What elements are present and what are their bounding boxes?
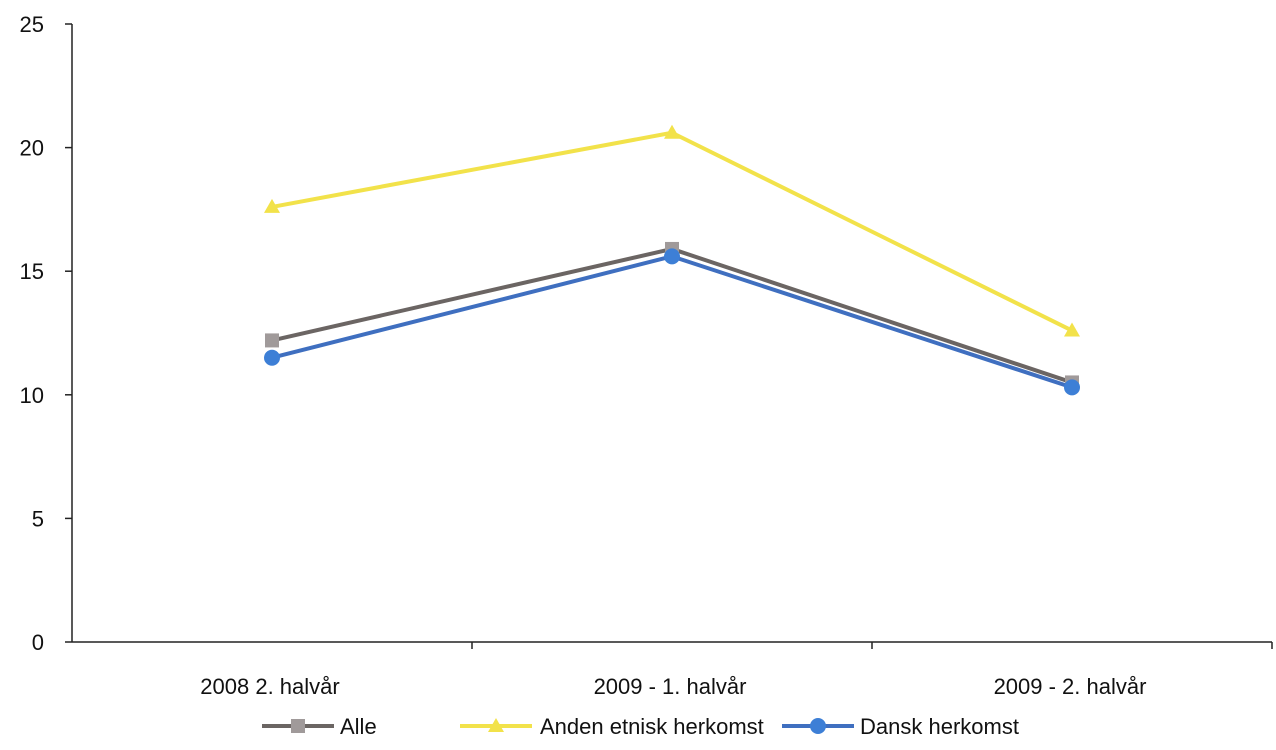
series-line <box>271 130 1073 333</box>
legend-item: Alle <box>262 714 377 739</box>
x-tick-label: 2009 - 1. halvår <box>594 674 747 699</box>
y-tick-label: 20 <box>20 136 44 161</box>
legend-label: Anden etnisk herkomst <box>540 714 764 739</box>
legend: Alle Anden etnisk herkomst Dansk herkomst <box>262 714 1019 739</box>
series-line <box>271 254 1073 390</box>
data-point <box>1064 322 1080 337</box>
legend-label: Alle <box>340 714 377 739</box>
legend-marker <box>810 718 826 734</box>
y-tick-label: 15 <box>20 259 44 284</box>
x-ticks: 2008 2. halvår 2009 - 1. halvår 2009 - 2. … <box>200 642 1273 699</box>
legend-marker <box>291 719 305 733</box>
legend-item: Anden etnisk herkomst <box>460 714 764 739</box>
data-point <box>265 333 279 348</box>
y-tick-label: 10 <box>20 383 44 408</box>
y-tick-label: 0 <box>32 630 44 655</box>
series-dansk-herkomst <box>264 248 1080 396</box>
y-tick-label: 25 <box>20 12 44 37</box>
x-tick-label: 2009 - 2. halvår <box>994 674 1147 699</box>
data-point <box>264 198 280 213</box>
legend-label: Dansk herkomst <box>860 714 1019 739</box>
x-tick-label: 2008 2. halvår <box>200 674 339 699</box>
data-point <box>1064 379 1080 396</box>
y-tick-label: 5 <box>32 506 44 531</box>
legend-item: Dansk herkomst <box>782 714 1019 739</box>
legend-marker <box>488 718 504 732</box>
series-layer <box>264 124 1080 396</box>
data-point <box>264 349 280 366</box>
data-point <box>664 124 680 139</box>
axes <box>71 24 1272 643</box>
series-anden-etnisk-herkomst <box>264 124 1080 337</box>
y-ticks: 0 5 10 15 20 25 <box>20 12 72 655</box>
data-point <box>664 248 680 265</box>
